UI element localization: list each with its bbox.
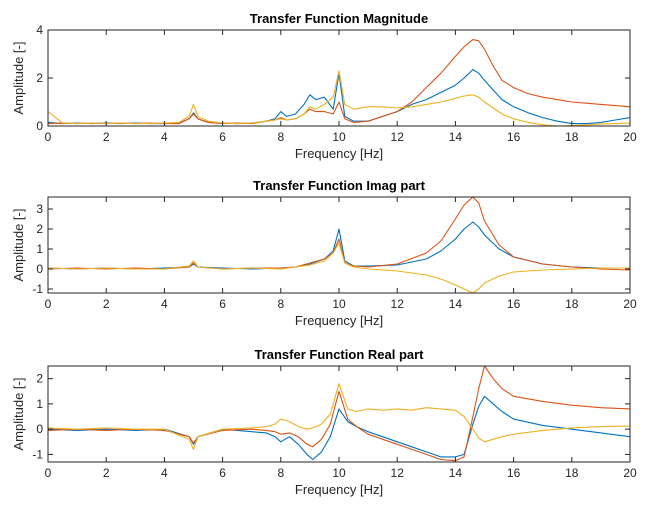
- chart-panel-1: 0 2 4 6 8 10 12 14 16 18 20 0 2 4 Transfer Function Ma…: [11, 11, 637, 161]
- x-tick-label: 18: [565, 466, 579, 480]
- x-tick-label: 6: [219, 130, 226, 144]
- x-tick-label: 8: [277, 130, 284, 144]
- x-tick-label: 12: [391, 466, 405, 480]
- series-line-3: [48, 70, 630, 126]
- x-tick-label: 4: [161, 130, 168, 144]
- series-line-2: [48, 366, 630, 462]
- plot-area: [47, 29, 631, 127]
- x-tick-label: 6: [219, 297, 226, 311]
- x-tick-label: 0: [45, 466, 52, 480]
- y-tick-label: 2: [36, 71, 43, 85]
- plot-area: [47, 365, 631, 463]
- y-axis-label: Amplitude [-]: [11, 209, 26, 282]
- y-tick-label: 2: [36, 222, 43, 236]
- x-tick-label: 4: [161, 297, 168, 311]
- plot-area: [47, 196, 631, 294]
- x-tick-label: 8: [277, 466, 284, 480]
- series-line-3: [48, 383, 630, 450]
- chart-title: Transfer Function Imag part: [253, 178, 426, 193]
- x-axis-label: Frequency [Hz]: [295, 482, 383, 497]
- y-tick-label: -1: [32, 447, 43, 461]
- x-axis-label: Frequency [Hz]: [295, 146, 383, 161]
- x-tick-label: 2: [103, 466, 110, 480]
- x-tick-label: 16: [507, 297, 521, 311]
- y-tick-label: 4: [36, 23, 43, 37]
- x-axis-label: Frequency [Hz]: [295, 313, 383, 328]
- y-tick-label: 0: [36, 119, 43, 133]
- x-tick-label: 10: [332, 466, 346, 480]
- x-tick-label: 20: [623, 466, 637, 480]
- x-tick-label: 8: [277, 297, 284, 311]
- x-tick-label: 10: [332, 297, 346, 311]
- series-line-3: [48, 242, 630, 293]
- y-tick-label: 0: [36, 262, 43, 276]
- y-tick-label: 3: [36, 202, 43, 216]
- x-tick-label: 4: [161, 466, 168, 480]
- x-tick-label: 20: [623, 297, 637, 311]
- chart-title: Transfer Function Real part: [254, 347, 424, 362]
- y-tick-label: 1: [36, 242, 43, 256]
- x-tick-label: 12: [391, 130, 405, 144]
- chart-title: Transfer Function Magnitude: [250, 11, 428, 26]
- y-axis-label: Amplitude [-]: [11, 378, 26, 451]
- y-tick-label: 1: [36, 397, 43, 411]
- x-tick-label: 12: [391, 297, 405, 311]
- x-tick-label: 0: [45, 130, 52, 144]
- x-tick-label: 2: [103, 297, 110, 311]
- x-tick-label: 6: [219, 466, 226, 480]
- x-tick-label: 16: [507, 466, 521, 480]
- x-tick-label: 2: [103, 130, 110, 144]
- series-line-2: [48, 39, 630, 125]
- y-tick-label: 2: [36, 372, 43, 386]
- y-tick-label: -1: [32, 282, 43, 296]
- x-tick-label: 14: [449, 297, 463, 311]
- x-tick-label: 14: [449, 130, 463, 144]
- x-tick-label: 18: [565, 130, 579, 144]
- x-tick-label: 0: [45, 297, 52, 311]
- y-tick-label: 0: [36, 422, 43, 436]
- x-tick-label: 10: [332, 130, 346, 144]
- y-axis-label: Amplitude [-]: [11, 42, 26, 115]
- x-tick-label: 14: [449, 466, 463, 480]
- x-tick-label: 18: [565, 297, 579, 311]
- x-tick-label: 20: [623, 130, 637, 144]
- x-tick-label: 16: [507, 130, 521, 144]
